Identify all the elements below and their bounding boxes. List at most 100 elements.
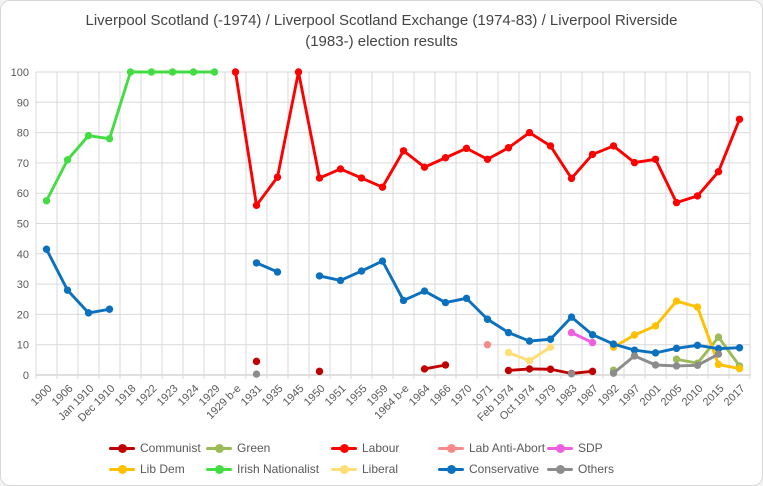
data-point — [630, 331, 639, 339]
series-labour — [231, 68, 744, 210]
data-point — [483, 155, 492, 163]
series-line — [570, 331, 594, 344]
legend-label: Communist — [140, 441, 201, 455]
x-axis-tick-label: 1923 — [155, 383, 181, 409]
data-point — [525, 128, 534, 137]
legend-label: Others — [578, 462, 615, 476]
x-axis-tick-label: 1955 — [344, 383, 370, 409]
data-point — [714, 167, 723, 176]
data-point — [672, 344, 681, 353]
data-point — [441, 154, 450, 162]
data-point — [357, 267, 366, 275]
y-axis-tick-label: 30 — [17, 279, 29, 291]
data-point — [462, 294, 471, 303]
x-axis-tick-label: 1951 — [323, 383, 349, 409]
data-point — [693, 341, 702, 350]
legend-item-labour: Labour — [331, 441, 438, 455]
series-conservative — [42, 245, 744, 357]
data-point — [504, 366, 513, 375]
legend-label: Lab Anti-Abort — [469, 441, 546, 455]
data-point — [210, 68, 219, 76]
x-axis-tick-label: 1900 — [29, 383, 55, 409]
data-point — [378, 183, 387, 191]
legend-label: Green — [237, 441, 271, 455]
data-point — [252, 259, 261, 267]
legend-item-communist: Communist — [109, 441, 206, 455]
data-point — [399, 147, 408, 155]
legend-swatch-icon — [109, 443, 135, 453]
series-line — [45, 248, 110, 315]
legend-item-green: Green — [206, 441, 331, 455]
data-point — [399, 296, 408, 305]
y-axis-tick-label: 70 — [17, 158, 29, 170]
data-point — [609, 340, 618, 348]
x-axis-tick-label: 1964 — [407, 383, 433, 409]
y-axis-tick-label: 10 — [17, 340, 29, 352]
data-point — [504, 328, 513, 337]
legend-label: Irish Nationalist — [237, 462, 320, 476]
data-point — [588, 150, 597, 159]
series-others — [252, 350, 723, 378]
data-point — [273, 173, 282, 181]
legend-swatch-icon — [547, 464, 573, 474]
legend-item-others: Others — [547, 462, 614, 476]
data-point — [105, 134, 114, 143]
data-point — [714, 350, 723, 358]
legend-item-irish-nationalist: Irish Nationalist — [206, 462, 331, 476]
data-point — [42, 197, 51, 205]
x-axis-tick-label: 1950 — [302, 383, 328, 409]
data-point — [504, 348, 513, 357]
data-point — [315, 272, 324, 280]
data-point — [63, 156, 72, 164]
data-point — [525, 365, 534, 373]
data-point — [252, 370, 261, 378]
data-point — [462, 144, 471, 153]
x-axis-tick-label: 1987 — [575, 383, 601, 409]
data-point — [483, 315, 492, 323]
x-axis-tick-label: 1983 — [554, 383, 580, 409]
x-axis-tick-label: 2017 — [722, 383, 748, 409]
data-point — [714, 344, 723, 353]
y-axis-tick-label: 80 — [17, 128, 29, 140]
series-communist — [252, 357, 597, 378]
x-axis-tick-label: 2010 — [680, 383, 706, 409]
data-point — [546, 343, 555, 351]
data-point — [567, 370, 576, 378]
legend-swatch-icon — [438, 443, 464, 453]
data-point — [567, 328, 576, 337]
x-axis-tick-label: 2015 — [701, 383, 727, 409]
x-axis-tick-label: 1935 — [260, 383, 286, 409]
data-point — [441, 298, 450, 307]
data-point — [651, 361, 660, 369]
legend-item-liberal: Liberal — [331, 462, 438, 476]
legend-item-conservative: Conservative — [438, 462, 547, 476]
data-point — [630, 158, 639, 167]
data-point — [714, 360, 723, 369]
data-point — [546, 365, 555, 373]
x-axis-tick-label: 1931 — [239, 383, 265, 409]
data-point — [336, 165, 345, 173]
data-point — [588, 367, 597, 376]
data-point — [609, 369, 618, 377]
y-axis-tick-label: 20 — [17, 309, 29, 321]
y-axis-tick-label: 90 — [17, 97, 29, 109]
data-point — [504, 144, 513, 152]
series-irish-nationalist — [42, 68, 219, 205]
data-point — [126, 68, 135, 76]
data-point — [672, 362, 681, 370]
x-axis-tick-label: 1924 — [176, 383, 202, 409]
legend-label: Liberal — [362, 462, 399, 476]
x-axis-tick-label: 1945 — [281, 383, 307, 409]
legend-swatch-icon — [547, 443, 573, 453]
x-axis-tick-label: 1979 — [533, 383, 559, 409]
y-axis-tick-label: 60 — [17, 188, 29, 200]
series-line — [612, 352, 720, 375]
data-point — [567, 174, 576, 183]
series-line — [234, 70, 741, 207]
legend-label: Labour — [362, 441, 400, 455]
legend-item-lab-anti-abort: Lab Anti-Abort — [438, 441, 547, 455]
series-lab-anti-abort — [483, 341, 492, 349]
data-point — [672, 297, 681, 305]
